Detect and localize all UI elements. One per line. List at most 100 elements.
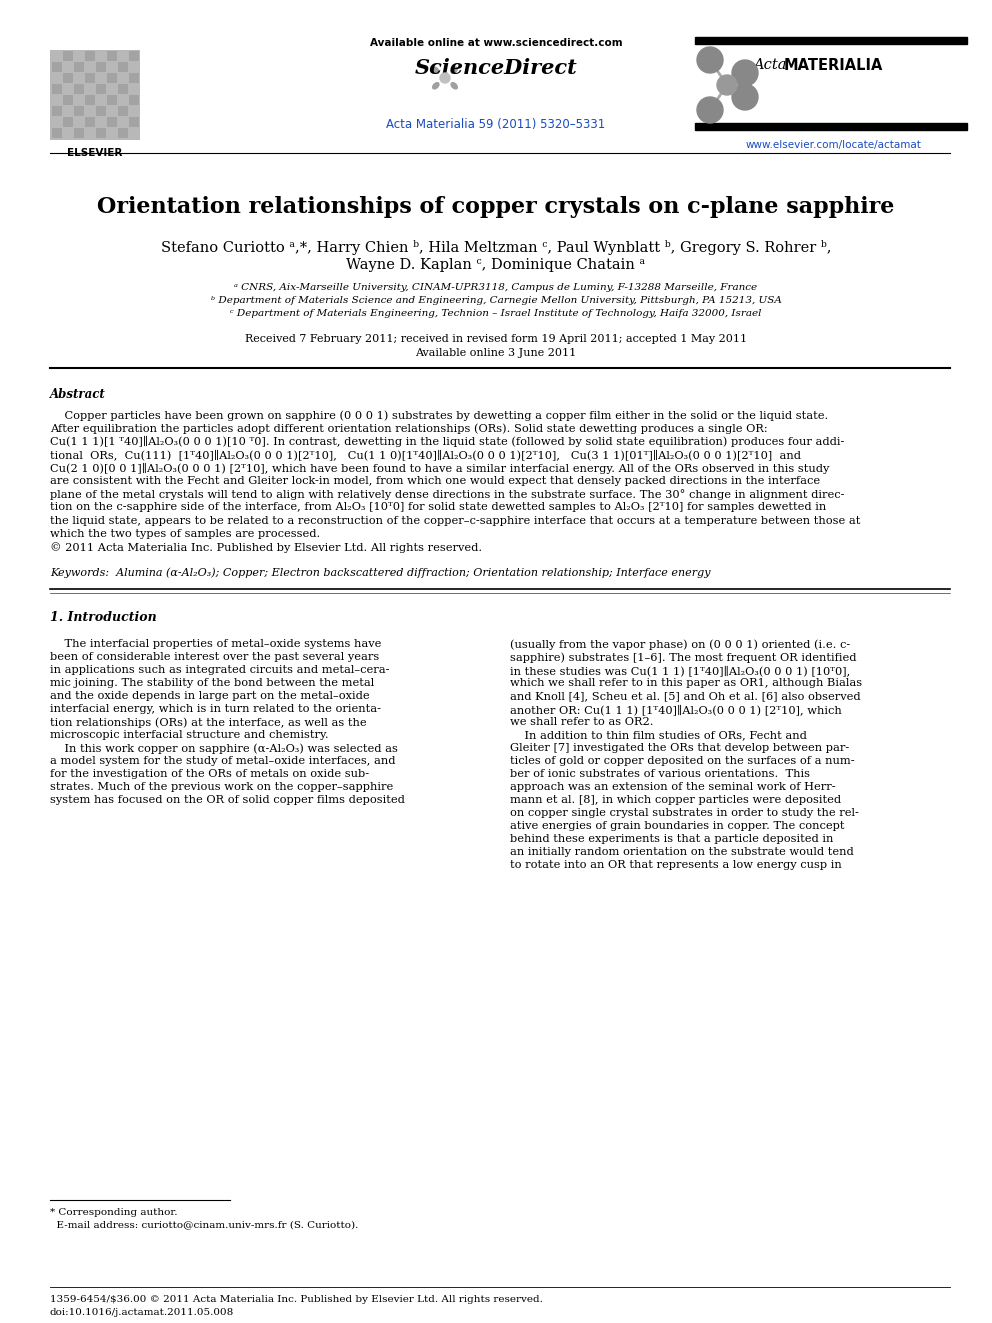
Ellipse shape [450,82,458,90]
Text: Received 7 February 2011; received in revised form 19 April 2011; accepted 1 May: Received 7 February 2011; received in re… [245,333,747,344]
Text: microscopic interfacial structure and chemistry.: microscopic interfacial structure and ch… [50,730,328,740]
Text: Copper particles have been grown on sapphire (0 0 0 1) substrates by dewetting a: Copper particles have been grown on sapp… [50,410,828,421]
Bar [74,62,84,71]
Text: and the oxide depends in large part on the metal–oxide: and the oxide depends in large part on t… [50,691,370,701]
Text: After equilibration the particles adopt different orientation relationships (ORs: After equilibration the particles adopt … [50,423,768,434]
Text: an initially random orientation on the substrate would tend: an initially random orientation on the s… [510,847,854,857]
Text: which the two types of samples are processed.: which the two types of samples are proce… [50,529,320,538]
Text: www.elsevier.com/locate/actamat: www.elsevier.com/locate/actamat [746,140,922,149]
Text: and Knoll [4], Scheu et al. [5] and Oh et al. [6] also observed: and Knoll [4], Scheu et al. [5] and Oh e… [510,691,861,701]
Text: ᵇ Department of Materials Science and Engineering, Carnegie Mellon University, P: ᵇ Department of Materials Science and En… [210,296,782,306]
Text: ELSEVIER: ELSEVIER [67,148,123,157]
Text: another OR: Cu(1 1 1) [1ᵀ40]∥Al₂O₃(0 0 0 1) [2ᵀ10], which: another OR: Cu(1 1 1) [1ᵀ40]∥Al₂O₃(0 0 0… [510,704,842,714]
Text: * Corresponding author.: * Corresponding author. [50,1208,178,1217]
Text: tional  ORs,  Cu(111)  [1ᵀ40]∥Al₂O₃(0 0 0 1)[2ᵀ10],   Cu(1 1 0)[1ᵀ40]∥Al₂O₃(0 0 : tional ORs, Cu(111) [1ᵀ40]∥Al₂O₃(0 0 0 1… [50,450,801,460]
Circle shape [697,48,723,73]
Text: doi:10.1016/j.actamat.2011.05.008: doi:10.1016/j.actamat.2011.05.008 [50,1308,234,1316]
Bar [74,128,84,138]
Text: E-mail address: curiotto@cinam.univ-mrs.fr (S. Curiotto).: E-mail address: curiotto@cinam.univ-mrs.… [50,1220,358,1229]
Circle shape [732,83,758,110]
Bar [74,106,84,116]
Circle shape [732,60,758,86]
Text: Acta: Acta [753,58,787,71]
Bar [118,62,128,71]
Text: Cu(2 1 0)[0 0 1]∥Al₂O₃(0 0 0 1) [2ᵀ10], which have been found to have a similar : Cu(2 1 0)[0 0 1]∥Al₂O₃(0 0 0 1) [2ᵀ10], … [50,463,829,474]
Text: mann et al. [8], in which copper particles were deposited: mann et al. [8], in which copper particl… [510,795,841,806]
Text: in applications such as integrated circuits and metal–cera-: in applications such as integrated circu… [50,665,390,675]
Text: Orientation relationships of copper crystals on c-plane sapphire: Orientation relationships of copper crys… [97,196,895,218]
Text: ScienceDirect: ScienceDirect [415,58,577,78]
Bar [52,128,62,138]
Text: tion on the c-sapphire side of the interface, from Al₂O₃ [10ᵀ0] for solid state : tion on the c-sapphire side of the inter… [50,503,826,512]
Text: The interfacial properties of metal–oxide systems have: The interfacial properties of metal–oxid… [50,639,381,650]
Bar [52,106,62,116]
Bar [129,73,139,83]
Circle shape [440,73,450,83]
Text: the liquid state, appears to be related to a reconstruction of the copper–c-sapp: the liquid state, appears to be related … [50,516,860,525]
Text: 1. Introduction: 1. Introduction [50,611,157,624]
Text: Acta Materialia 59 (2011) 5320–5331: Acta Materialia 59 (2011) 5320–5331 [386,118,606,131]
Text: ber of ionic substrates of various orientations.  This: ber of ionic substrates of various orien… [510,769,810,779]
Bar [695,37,967,44]
Text: been of considerable interest over the past several years: been of considerable interest over the p… [50,652,379,663]
Text: we shall refer to as OR2.: we shall refer to as OR2. [510,717,654,728]
Text: MATERIALIA: MATERIALIA [784,58,883,73]
Text: In this work copper on sapphire (α-Al₂O₃) was selected as: In this work copper on sapphire (α-Al₂O₃… [50,744,398,754]
Bar [118,106,128,116]
Bar [96,128,106,138]
Bar [107,95,117,105]
Text: are consistent with the Fecht and Gleiter lock-in model, from which one would ex: are consistent with the Fecht and Gleite… [50,476,820,486]
Text: approach was an extension of the seminal work of Herr-: approach was an extension of the seminal… [510,782,835,792]
Text: which we shall refer to in this paper as OR1, although Bialas: which we shall refer to in this paper as… [510,679,862,688]
Text: to rotate into an OR that represents a low energy cusp in: to rotate into an OR that represents a l… [510,860,842,871]
Text: system has focused on the OR of solid copper films deposited: system has focused on the OR of solid co… [50,795,405,806]
Bar [129,116,139,127]
Bar [63,95,73,105]
Text: interfacial energy, which is in turn related to the orienta-: interfacial energy, which is in turn rel… [50,704,381,714]
Bar [63,116,73,127]
Bar [85,52,95,61]
Text: In addition to thin film studies of ORs, Fecht and: In addition to thin film studies of ORs,… [510,730,806,740]
Bar [107,73,117,83]
Text: ᵃ CNRS, Aix-Marseille University, CINAM-UPR3118, Campus de Luminy, F-13288 Marse: ᵃ CNRS, Aix-Marseille University, CINAM-… [234,283,758,292]
Bar [96,83,106,94]
Bar [118,128,128,138]
Ellipse shape [432,82,439,90]
Text: Available online at www.sciencedirect.com: Available online at www.sciencedirect.co… [370,38,622,48]
Text: for the investigation of the ORs of metals on oxide sub-: for the investigation of the ORs of meta… [50,769,369,779]
Text: Abstract: Abstract [50,388,106,401]
Text: strates. Much of the previous work on the copper–sapphire: strates. Much of the previous work on th… [50,782,393,792]
Bar [85,73,95,83]
Text: Stefano Curiotto ᵃ,*, Harry Chien ᵇ, Hila Meltzman ᶜ, Paul Wynblatt ᵇ, Gregory S: Stefano Curiotto ᵃ,*, Harry Chien ᵇ, Hil… [161,239,831,255]
Bar [74,83,84,94]
Bar [107,116,117,127]
Bar [96,62,106,71]
Bar [695,123,967,130]
Text: in these studies was Cu(1 1 1) [1ᵀ40]∥Al₂O₃(0 0 0 1) [10ᵀ0],: in these studies was Cu(1 1 1) [1ᵀ40]∥Al… [510,665,850,676]
Bar [129,52,139,61]
Text: Gleiter [7] investigated the ORs that develop between par-: Gleiter [7] investigated the ORs that de… [510,744,849,753]
Bar [52,62,62,71]
Ellipse shape [450,66,458,74]
Text: ᶜ Department of Materials Engineering, Technion – Israel Institute of Technology: ᶜ Department of Materials Engineering, T… [230,310,762,318]
Text: © 2011 Acta Materialia Inc. Published by Elsevier Ltd. All rights reserved.: © 2011 Acta Materialia Inc. Published by… [50,542,482,553]
Circle shape [717,75,737,95]
Text: ative energies of grain boundaries in copper. The concept: ative energies of grain boundaries in co… [510,822,844,831]
Text: Available online 3 June 2011: Available online 3 June 2011 [416,348,576,359]
Bar [63,52,73,61]
Bar [63,73,73,83]
Text: behind these experiments is that a particle deposited in: behind these experiments is that a parti… [510,835,833,844]
Text: Keywords:  Alumina (α-Al₂O₃); Copper; Electron backscattered diffraction; Orient: Keywords: Alumina (α-Al₂O₃); Copper; Ele… [50,568,710,578]
Bar [96,106,106,116]
Bar [85,116,95,127]
Text: sapphire) substrates [1–6]. The most frequent OR identified: sapphire) substrates [1–6]. The most fre… [510,652,856,663]
Text: ticles of gold or copper deposited on the surfaces of a num-: ticles of gold or copper deposited on th… [510,757,855,766]
Text: a model system for the study of metal–oxide interfaces, and: a model system for the study of metal–ox… [50,757,396,766]
Bar [118,83,128,94]
Bar [52,83,62,94]
Text: (usually from the vapor phase) on (0 0 0 1) oriented (i.e. c-: (usually from the vapor phase) on (0 0 0… [510,639,850,650]
Text: mic joining. The stability of the bond between the metal: mic joining. The stability of the bond b… [50,679,374,688]
Bar [107,52,117,61]
Bar [129,95,139,105]
Text: plane of the metal crystals will tend to align with relatively dense directions : plane of the metal crystals will tend to… [50,490,844,500]
